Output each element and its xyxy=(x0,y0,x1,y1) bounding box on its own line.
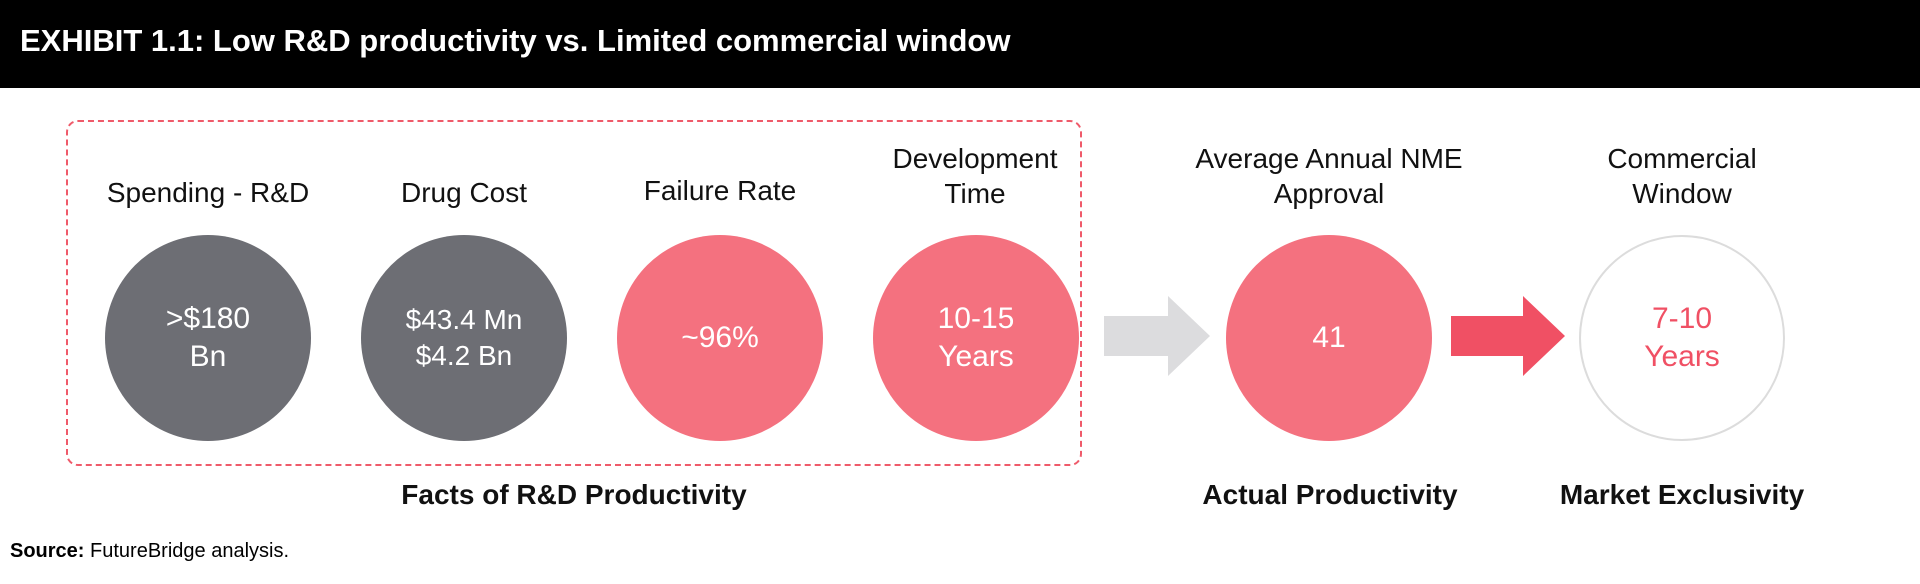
source-note: Source: FutureBridge analysis. xyxy=(10,540,289,563)
metric-circle-commercial-window: 7-10 Years xyxy=(1579,235,1785,441)
metric-value-line: $4.2 Bn xyxy=(415,340,513,371)
metric-label-nme-approval: Average Annual NME Approval xyxy=(1169,141,1489,211)
metric-circle-nme-approval: 41 xyxy=(1226,235,1432,441)
metric-label-line: Approval xyxy=(1273,178,1385,209)
metric-label-failure-rate: Failure Rate xyxy=(590,173,850,208)
metric-value-line: $43.4 Mn xyxy=(405,304,523,335)
metric-label-line: Failure Rate xyxy=(643,175,797,206)
group-label-market: Market Exclusivity xyxy=(1559,479,1805,510)
group-label-facts: Facts of R&D Productivity xyxy=(401,479,747,510)
metric-value-line: Years xyxy=(938,340,1014,373)
metric-label-line: Drug Cost xyxy=(400,177,528,208)
metric-label-drug-cost: Drug Cost xyxy=(334,175,594,210)
metric-value-line: Years xyxy=(1644,340,1720,373)
metric-label-line: Window xyxy=(1632,178,1732,209)
gray-arrow-icon xyxy=(1104,296,1210,376)
red-arrow-icon xyxy=(1451,296,1565,376)
metric-value-line: Bn xyxy=(189,340,227,373)
metric-circle-failure-rate: ~96% xyxy=(617,235,823,441)
facts-dashed-box xyxy=(66,120,1082,466)
metric-value-line: 7-10 xyxy=(1651,302,1713,335)
group-label-actual: Actual Productivity xyxy=(1202,479,1458,510)
metric-label-commercial-window: Commercial Window xyxy=(1552,141,1812,211)
source-text: FutureBridge analysis. xyxy=(84,540,290,562)
metric-value-line: 41 xyxy=(1312,321,1346,354)
metric-value-line: >$180 xyxy=(165,302,251,335)
exhibit-title: EXHIBIT 1.1: Low R&D productivity vs. Li… xyxy=(20,23,1011,58)
metric-circle-development-time: 10-15 Years xyxy=(873,235,1079,441)
metric-circle-drug-cost: $43.4 Mn $4.2 Bn xyxy=(361,235,567,441)
metric-value-line: ~96% xyxy=(681,321,759,354)
metric-value-line: 10-15 xyxy=(937,302,1015,335)
metric-circle-spending: >$180 Bn xyxy=(105,235,311,441)
metric-label-line: Commercial xyxy=(1607,143,1757,174)
source-prefix: Source: xyxy=(10,540,85,562)
metric-label-line: Time xyxy=(944,178,1006,209)
exhibit-header: EXHIBIT 1.1: Low R&D productivity vs. Li… xyxy=(0,0,1920,88)
metric-label-line: Development xyxy=(892,143,1058,174)
metric-label-line: Average Annual NME xyxy=(1195,143,1463,174)
metric-label-development-time: Development Time xyxy=(845,141,1105,211)
metric-label-line: Spending - R&D xyxy=(106,177,310,208)
metric-label-spending: Spending - R&D xyxy=(78,175,338,210)
